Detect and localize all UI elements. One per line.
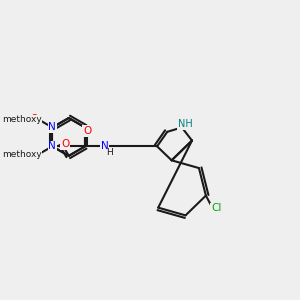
- Text: Cl: Cl: [211, 203, 221, 213]
- Text: methoxy: methoxy: [18, 118, 24, 119]
- Text: methoxy: methoxy: [2, 150, 42, 159]
- Text: N: N: [101, 141, 109, 152]
- Text: NH: NH: [178, 119, 193, 129]
- Text: methoxy: methoxy: [25, 118, 31, 119]
- Text: N: N: [49, 141, 56, 152]
- Text: O: O: [83, 126, 92, 136]
- Text: O: O: [30, 114, 38, 124]
- Text: N: N: [49, 122, 56, 133]
- Text: O: O: [61, 139, 69, 149]
- Text: O: O: [30, 150, 38, 160]
- Text: H: H: [106, 148, 112, 157]
- Text: methoxy: methoxy: [2, 115, 42, 124]
